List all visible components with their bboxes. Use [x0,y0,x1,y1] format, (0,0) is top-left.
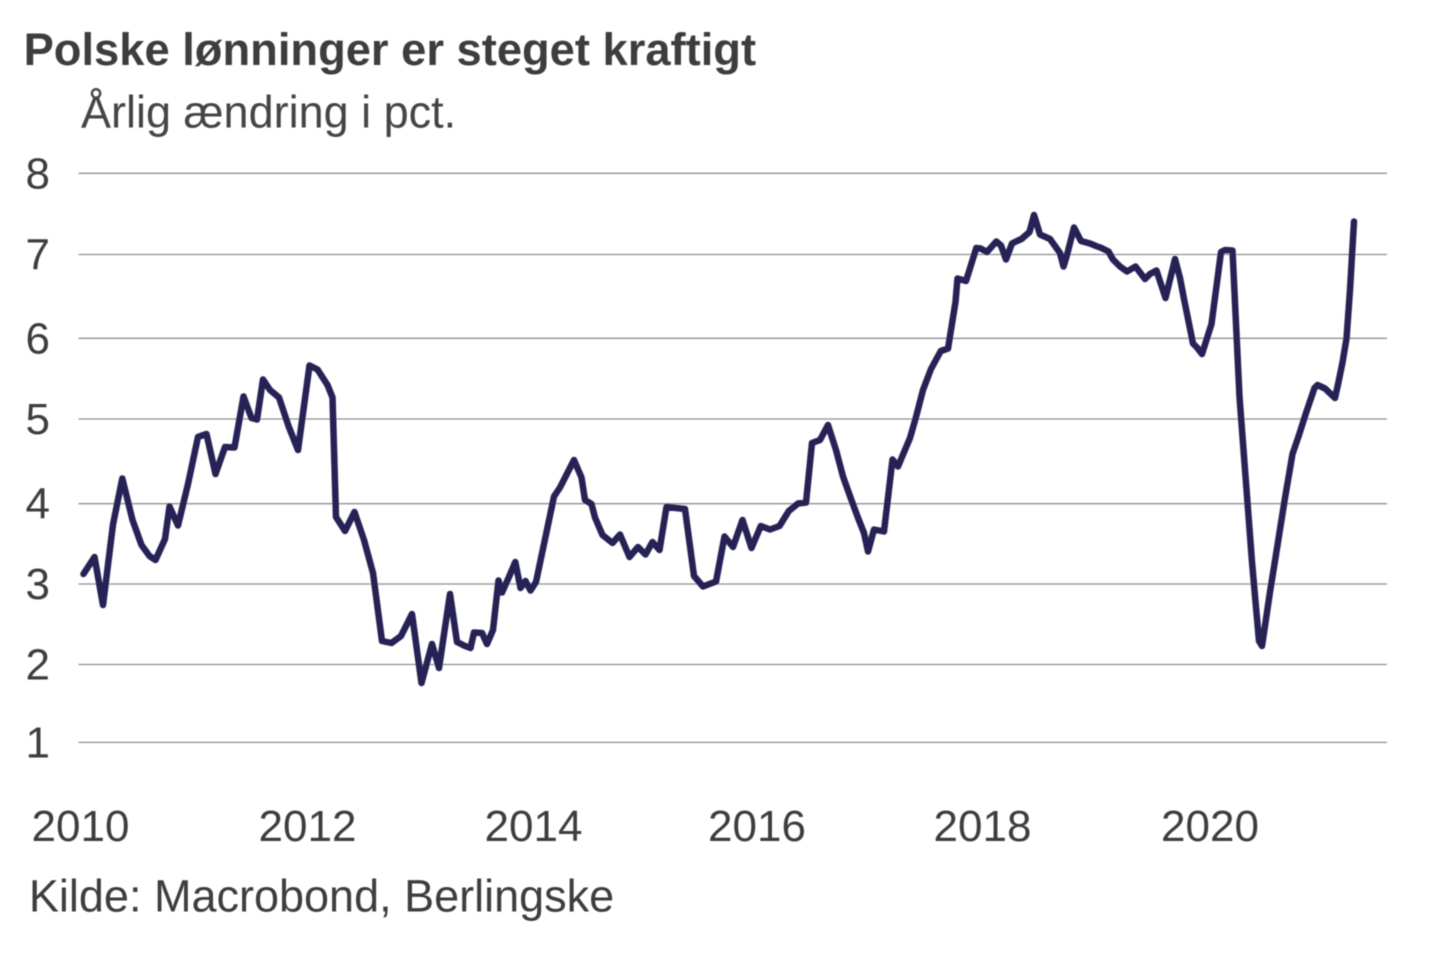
svg-text:2: 2 [26,641,50,690]
svg-text:2014: 2014 [485,802,583,851]
svg-text:2012: 2012 [259,802,357,851]
svg-text:7: 7 [26,231,50,280]
svg-text:Kilde: Macrobond, Berlingske: Kilde: Macrobond, Berlingske [29,871,614,922]
svg-text:2016: 2016 [708,802,806,851]
svg-text:1: 1 [26,718,50,767]
svg-text:2018: 2018 [934,802,1032,851]
svg-text:Polske lønninger er steget kra: Polske lønninger er steget kraftigt [24,24,756,75]
svg-text:5: 5 [26,395,50,444]
svg-text:2010: 2010 [32,802,130,851]
svg-text:8: 8 [26,149,50,198]
svg-text:4: 4 [26,480,50,529]
svg-text:6: 6 [26,314,50,363]
svg-text:Årlig ændring i pct.: Årlig ændring i pct. [81,87,456,138]
svg-text:2020: 2020 [1161,802,1259,851]
svg-text:3: 3 [26,560,50,609]
